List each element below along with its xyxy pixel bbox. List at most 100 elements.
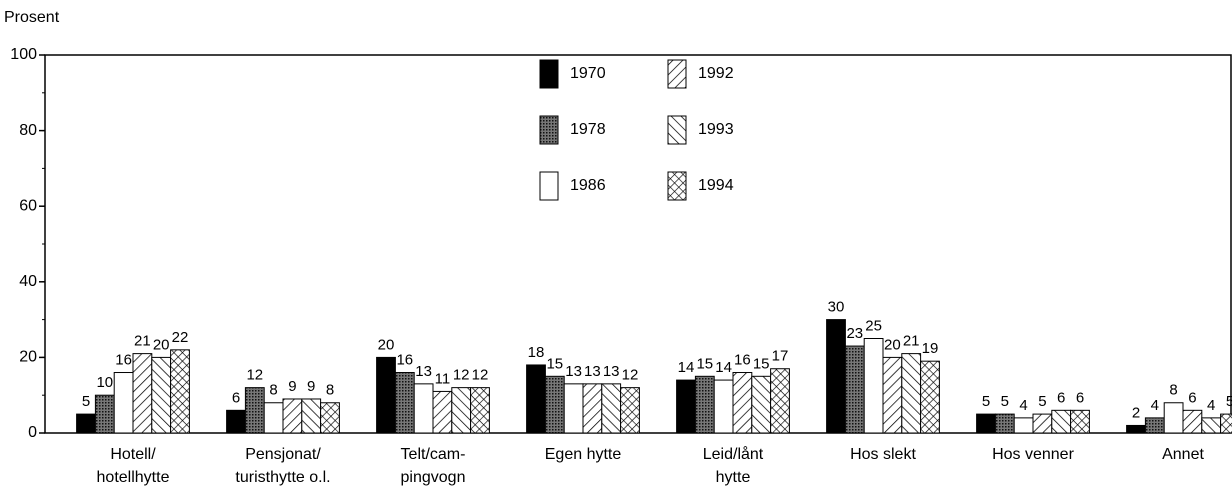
bar (394, 372, 415, 434)
value-label: 20 (884, 336, 901, 353)
value-label: 2 (1132, 404, 1140, 421)
legend-label: 1993 (698, 121, 734, 138)
bar (1163, 402, 1184, 434)
bar (920, 360, 940, 434)
bar (863, 338, 884, 434)
value-label: 8 (1169, 382, 1177, 399)
value-label: 4 (1151, 397, 1159, 414)
value-label: 25 (865, 317, 882, 334)
value-label: 5 (82, 393, 90, 410)
bar (151, 356, 172, 434)
value-label: 20 (153, 336, 170, 353)
bar (732, 372, 753, 434)
x-tick-label: Annet (1162, 446, 1204, 463)
bar (994, 413, 1015, 434)
value-label: 5 (1038, 393, 1046, 410)
bar (113, 372, 134, 434)
bar (282, 398, 303, 434)
value-label: 14 (715, 359, 732, 376)
legend-swatch (667, 59, 687, 89)
value-label: 16 (115, 351, 132, 368)
bar (451, 387, 472, 434)
bar (413, 383, 434, 434)
value-label: 15 (696, 355, 713, 372)
value-label: 19 (922, 340, 939, 357)
x-tick-label: hotellhytte (97, 469, 170, 486)
value-label: 21 (903, 333, 920, 350)
bar (676, 379, 696, 434)
value-label: 30 (828, 299, 845, 316)
y-tick-label: 0 (28, 424, 37, 441)
bar (582, 383, 603, 434)
y-tick-label: 20 (19, 349, 37, 366)
x-tick-label: Hotell/ (110, 446, 156, 463)
value-label: 6 (232, 389, 240, 406)
legend-label: 1970 (570, 65, 606, 82)
y-tick-label: 60 (19, 197, 37, 214)
bar (544, 375, 565, 434)
bar (244, 387, 265, 434)
bar (263, 402, 284, 434)
bar (432, 390, 453, 434)
value-label: 16 (734, 351, 751, 368)
bar (170, 349, 190, 434)
x-tick-label: Telt/cam- (401, 446, 466, 463)
legend-swatch (667, 171, 687, 201)
axis-label: Prosent (4, 9, 60, 26)
value-label: 8 (326, 382, 334, 399)
bar (1051, 409, 1072, 434)
bar (1013, 417, 1034, 434)
legend-swatch (539, 59, 559, 89)
y-tick-label: 40 (19, 273, 37, 290)
bar (563, 383, 584, 434)
value-label: 5 (982, 393, 990, 410)
value-label: 12 (246, 367, 263, 384)
y-tick-label: 80 (19, 122, 37, 139)
bar (901, 353, 922, 434)
legend-swatch (667, 115, 687, 145)
bar (94, 394, 115, 434)
value-label: 8 (269, 382, 277, 399)
bar (1201, 417, 1222, 434)
x-tick-label: pingvogn (401, 469, 466, 486)
legend-swatch (539, 115, 559, 145)
x-tick-label: Leid/lånt (703, 445, 764, 463)
value-label: 15 (546, 355, 563, 372)
x-tick-label: Hos venner (992, 446, 1074, 463)
bar (976, 413, 996, 434)
value-label: 22 (172, 329, 189, 346)
x-tick-label: Egen hytte (545, 446, 622, 463)
value-label: 5 (1226, 393, 1232, 410)
bar (1032, 413, 1053, 434)
value-label: 4 (1019, 397, 1027, 414)
value-label: 6 (1076, 389, 1084, 406)
value-label: 15 (753, 355, 770, 372)
value-label: 9 (307, 378, 315, 395)
x-tick-label: turisthytte o.l. (235, 469, 330, 486)
value-label: 21 (134, 333, 151, 350)
bar (826, 319, 846, 434)
bar (601, 383, 622, 434)
value-label: 6 (1188, 389, 1196, 406)
x-tick-label: Pensjonat/ (245, 446, 321, 463)
value-label: 13 (603, 363, 620, 380)
bar (882, 356, 903, 434)
value-label: 16 (396, 351, 413, 368)
bar (526, 364, 546, 434)
bar (76, 413, 96, 434)
bar (132, 353, 153, 434)
bar (770, 368, 790, 434)
value-label: 10 (96, 374, 113, 391)
bar (226, 409, 246, 434)
bar (1182, 409, 1203, 434)
bar (1220, 413, 1232, 434)
value-label: 13 (415, 363, 432, 380)
bar (1144, 417, 1165, 434)
value-label: 5 (1001, 393, 1009, 410)
legend-swatch (539, 171, 559, 201)
value-label: 11 (435, 370, 451, 387)
x-tick-label: Hos slekt (850, 446, 916, 463)
legend-label: 1992 (698, 65, 734, 82)
bar (751, 375, 772, 434)
